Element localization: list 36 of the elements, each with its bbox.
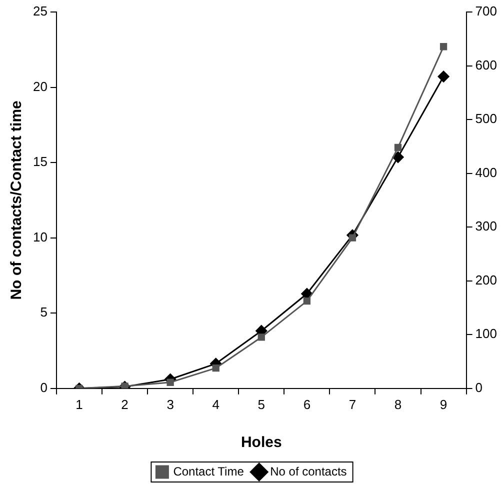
y-tick-label: 0 — [40, 380, 48, 395]
x-axis-title: Holes — [240, 434, 282, 452]
point — [121, 382, 128, 388]
x-tick-label: 7 — [348, 396, 356, 412]
legend-label: No of contacts — [270, 464, 347, 478]
y2-tick-label: 700 — [475, 4, 498, 19]
y2-tick-label: 300 — [475, 218, 498, 234]
y2-tick-label: 500 — [475, 111, 498, 126]
legend-label: Contact Time — [173, 464, 244, 478]
y2-tick-label: 400 — [475, 164, 498, 180]
y2-tick-label: 100 — [475, 326, 498, 342]
x-tick-label: 1 — [76, 396, 83, 412]
y-tick-label: 5 — [40, 304, 48, 320]
x-tick-label: 9 — [440, 396, 448, 412]
x-tick-label: 2 — [121, 396, 128, 412]
point — [303, 297, 311, 305]
point — [438, 70, 450, 82]
point — [440, 43, 448, 50]
y-tick-label: 20 — [32, 78, 48, 94]
x-tick-label: 3 — [166, 396, 174, 412]
x-tick-label: 5 — [258, 396, 265, 412]
y2-tick-label: 200 — [475, 272, 498, 288]
point — [258, 334, 265, 341]
x-tick-label: 8 — [394, 396, 402, 412]
y2-tick-label: 0 — [475, 380, 483, 395]
point — [212, 364, 220, 372]
y-tick-label: 10 — [32, 229, 48, 244]
y2-tick-label: 600 — [475, 57, 498, 72]
point — [394, 144, 402, 152]
point — [166, 378, 174, 386]
x-tick-label: 4 — [212, 396, 220, 412]
y-tick-label: 15 — [32, 154, 48, 170]
x-tick-label: 6 — [303, 396, 311, 412]
point — [392, 151, 404, 163]
y-tick-label: 25 — [32, 4, 48, 19]
y-axis-title: No of contacts/Contact time — [8, 100, 26, 300]
